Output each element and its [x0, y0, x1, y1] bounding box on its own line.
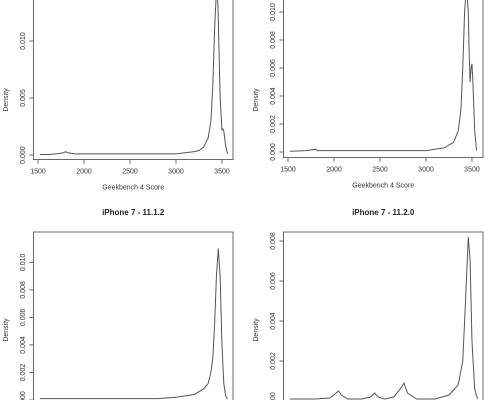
density-curve — [289, 0, 478, 152]
y-tick-label: 0.006 — [20, 309, 27, 327]
x-tick-label: 2000 — [326, 166, 342, 173]
plot-frame — [33, 0, 234, 160]
panel-title: iPhone 7 - 11.1.2 — [102, 208, 165, 217]
panel-title: iPhone 7 - 11.2.0 — [352, 208, 415, 217]
plot-frame — [282, 231, 484, 400]
y-tick-label: 0.006 — [270, 272, 277, 290]
y-tick-label: 0.008 — [20, 281, 27, 299]
x-tick-label: 1500 — [30, 168, 46, 175]
y-axis-label: Density — [253, 88, 260, 112]
plot-frame — [282, 0, 484, 159]
x-tick-label: 1500 — [280, 166, 296, 173]
density-curve — [289, 236, 478, 400]
y-tick-label: 0.010 — [20, 253, 27, 271]
y-tick-label: 0.002 — [270, 115, 277, 133]
y-tick-label: 0.000 — [270, 392, 277, 400]
y-tick-label: 0.002 — [20, 364, 27, 382]
y-tick-label: 0.004 — [270, 87, 277, 105]
y-tick-label: 0.008 — [270, 232, 277, 250]
y-tick-label: 0.010 — [20, 32, 27, 50]
y-axis-label: Density — [3, 318, 10, 342]
x-tick-label: 3500 — [214, 168, 230, 175]
y-tick-label: 0.000 — [270, 143, 277, 161]
x-axis-label: Geekbench 4 Score — [102, 184, 164, 191]
density-curve — [39, 248, 228, 400]
y-tick-label: 0.004 — [20, 336, 27, 354]
y-tick-label: 0.006 — [270, 59, 277, 77]
y-tick-label: 0.000 — [20, 391, 27, 400]
y-tick-label: 0.008 — [270, 31, 277, 49]
y-axis-label: Density — [253, 318, 260, 342]
x-axis-label: Geekbench 4 Score — [352, 182, 414, 189]
x-tick-label: 2000 — [76, 168, 92, 175]
y-tick-label: 0.004 — [270, 312, 277, 330]
y-tick-label: 0.002 — [270, 352, 277, 370]
x-tick-label: 2500 — [372, 166, 388, 173]
x-tick-label: 3000 — [168, 168, 184, 175]
x-tick-label: 2500 — [122, 168, 138, 175]
plot-frame — [33, 231, 234, 400]
y-tick-label: 0.010 — [270, 3, 277, 21]
x-tick-label: 3500 — [464, 166, 480, 173]
y-tick-label: 0.005 — [20, 89, 27, 107]
x-tick-label: 3000 — [418, 166, 434, 173]
y-tick-label: 0.000 — [20, 146, 27, 164]
y-axis-label: Density — [3, 88, 10, 112]
density-curve — [39, 0, 228, 155]
